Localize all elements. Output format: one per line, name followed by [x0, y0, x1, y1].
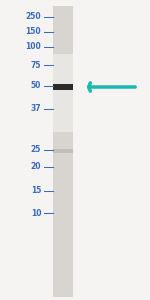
- Text: 50: 50: [31, 81, 41, 90]
- Text: 250: 250: [26, 12, 41, 21]
- Bar: [53, 54, 73, 132]
- Text: 100: 100: [26, 42, 41, 51]
- Bar: [53, 6, 73, 54]
- Text: 25: 25: [31, 146, 41, 154]
- Text: 37: 37: [31, 104, 41, 113]
- Bar: [53, 132, 73, 297]
- Text: 15: 15: [31, 186, 41, 195]
- Bar: [53, 84, 73, 90]
- Text: 10: 10: [31, 208, 41, 217]
- Bar: [53, 149, 73, 153]
- Text: 20: 20: [31, 162, 41, 171]
- Text: 75: 75: [31, 61, 41, 70]
- Text: 150: 150: [26, 27, 41, 36]
